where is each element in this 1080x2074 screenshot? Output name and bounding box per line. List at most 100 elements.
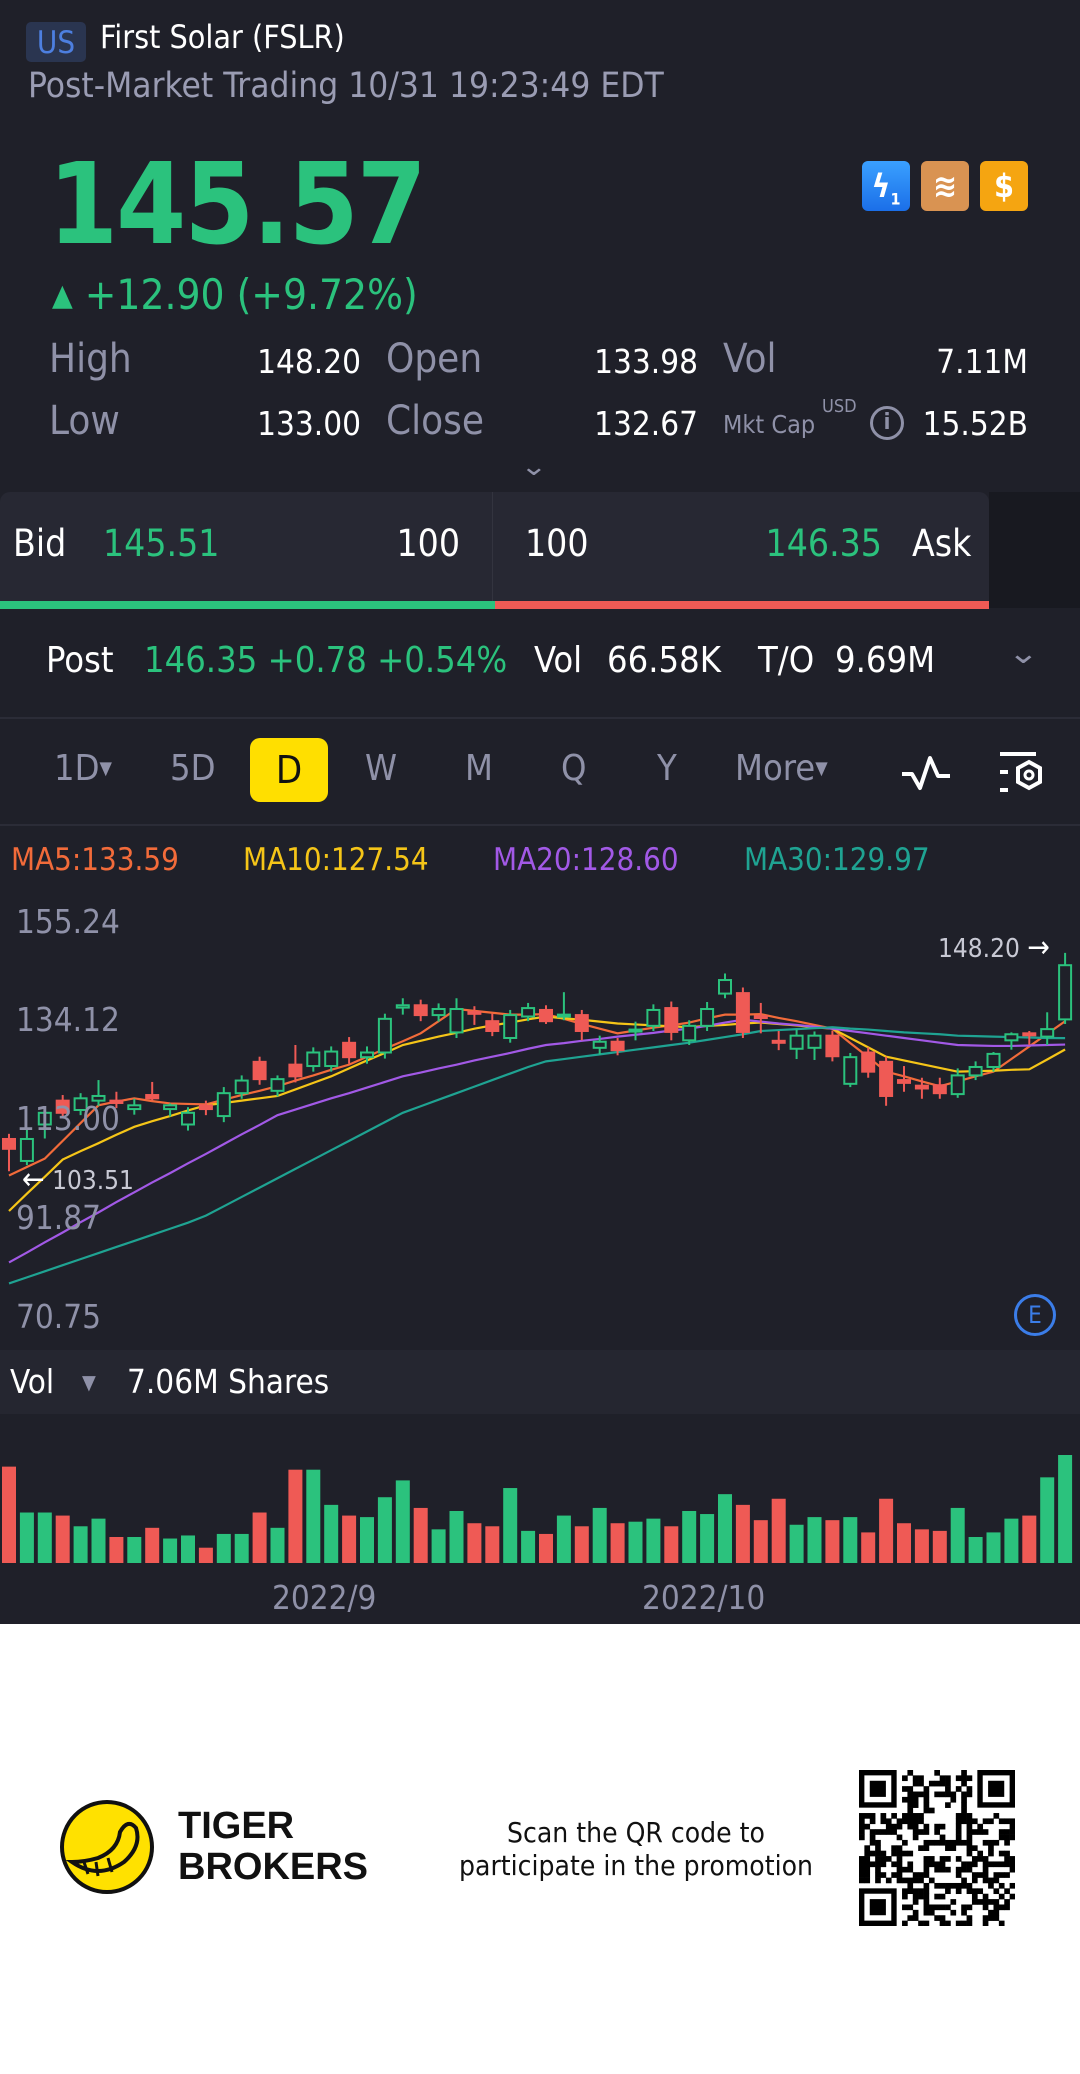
tab-w[interactable]: W [365,748,398,789]
volume-bar [914,1529,929,1563]
candle [2,1133,16,1172]
tab-q[interactable]: Q [561,748,587,789]
volume-bar [825,1520,840,1563]
chart-settings-icon[interactable] [996,750,1046,796]
ma10-line [8,1015,1066,1212]
bid-size: 100 [396,522,460,565]
candle-body [1004,1033,1019,1042]
candle [735,987,750,1038]
volume-label[interactable]: Vol [10,1362,55,1401]
bid-price: 145.51 [103,522,220,565]
volume-bar [1004,1518,1019,1563]
candle [181,1107,195,1131]
lightning-icon[interactable]: ϟ1 [862,161,910,211]
candle-body [843,1056,858,1085]
candle-body [1022,1032,1037,1037]
open-label: Open [386,336,483,382]
volume-bar [342,1515,357,1563]
mktcap-value: 15.52B [922,404,1028,443]
earnings-marker-icon[interactable]: E [1014,1294,1056,1336]
vol-value: 7.11M [936,342,1028,381]
ask-ratio-bar [495,601,989,609]
tab-y[interactable]: Y [657,748,677,789]
candle [127,1098,142,1115]
candle-body [109,1099,124,1104]
volume-bar [181,1535,195,1563]
candle-body [950,1074,965,1096]
dollar-icon[interactable]: $ [980,161,1028,211]
volume-bar [431,1529,446,1563]
candle [771,1030,786,1051]
candle-body [431,1008,446,1017]
tab-5d[interactable]: 5D [170,748,216,789]
volume-bar [664,1526,679,1563]
volume-bar [807,1517,822,1563]
volume-bar [718,1494,732,1563]
low-label: Low [49,398,120,444]
layers-a-icon[interactable]: ≋ [921,161,969,211]
volume-bar [1058,1455,1073,1563]
candle [718,973,732,999]
volume-bar [109,1536,124,1563]
arrow-left-icon: ← [22,1162,45,1197]
candle [753,1002,768,1034]
stock-title: First Solar (FSLR) [100,18,345,56]
low-marker: ← 103.51 [22,1162,134,1197]
candle [91,1080,106,1106]
candle [324,1046,339,1072]
tab-d[interactable]: D [250,738,328,802]
post-expand-chevron-icon[interactable]: ⌄ [1007,636,1040,671]
volume-dropdown-icon[interactable]: ▼ [82,1370,96,1394]
candle-body [682,1024,697,1042]
candlestick-chart[interactable] [0,880,1080,1350]
mktcap-currency: USD [822,396,857,417]
candle [932,1077,947,1099]
ask-price: 146.35 [765,522,882,565]
candle-body [252,1060,267,1081]
brand-line1: TIGER [178,1805,295,1847]
ma5-legend: MA5:133.59 [11,842,179,878]
volume-bar [306,1469,321,1563]
candle [628,1021,643,1041]
volume-bar [574,1526,589,1563]
volume-bar [19,1512,34,1563]
candle-body [556,1013,571,1018]
post-quote: 146.35 +0.78 +0.54% [144,640,508,681]
candle [19,1129,34,1166]
post-vol-label: Vol [534,640,583,681]
volume-bar [234,1533,249,1563]
info-icon[interactable]: i [870,406,904,440]
qr-code[interactable] [859,1770,1015,1926]
volume-value: 7.06M Shares [127,1362,330,1401]
tab-1d[interactable]: 1D▼ [54,748,113,789]
tab-more[interactable]: More▼ [735,748,828,789]
volume-bar [986,1532,1001,1563]
candle [986,1052,1001,1072]
volume-bar [700,1514,715,1563]
candle [843,1052,858,1088]
candle-body [753,1015,768,1020]
candle [1004,1032,1019,1050]
volume-bar [861,1532,876,1563]
post-to-value: 9.69M [835,640,936,681]
indicator-icon[interactable] [900,752,952,792]
candle-body [485,1020,500,1032]
candle [449,998,464,1038]
post-to-label: T/O [758,640,815,681]
candle-body [1058,964,1073,1021]
candle-body [198,1104,213,1111]
expand-chevron-icon[interactable]: ⌄ [520,452,548,482]
ma20-legend: MA20:128.60 [493,842,679,878]
candle [789,1029,804,1060]
dropdown-icon: ▼ [815,758,828,779]
candle-body [664,1007,679,1033]
ma20-line [8,1018,1066,1264]
volume-bar [485,1526,500,1563]
candle-body [807,1034,822,1049]
candle [395,998,410,1015]
y-tick-label: 155.24 [16,902,120,941]
candle [556,992,571,1021]
volume-bar [288,1469,303,1563]
tab-m[interactable]: M [465,748,493,789]
candle-body [55,1099,70,1114]
